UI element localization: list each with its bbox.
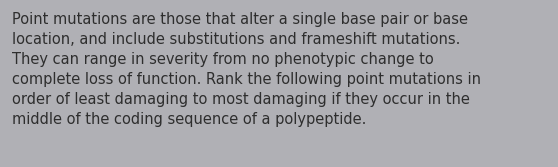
Text: Point mutations are those that alter a single base pair or base
location, and in: Point mutations are those that alter a s…: [12, 12, 482, 127]
